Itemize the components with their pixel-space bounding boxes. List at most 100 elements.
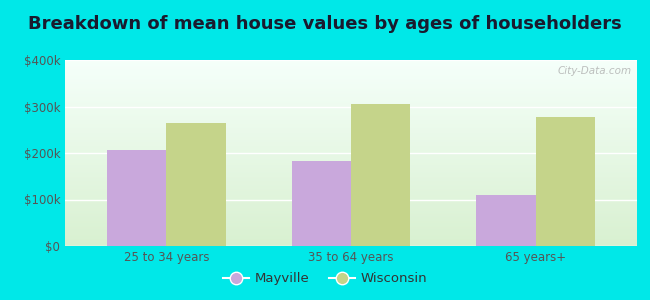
Bar [65,194,637,195]
Bar [65,142,637,143]
Bar [65,108,637,109]
Bar [65,208,637,209]
Bar [65,217,637,218]
Bar [65,191,637,192]
Bar [65,165,637,166]
Bar [65,86,637,87]
Bar [65,85,637,86]
Bar [65,210,637,211]
Bar [65,103,637,104]
Bar [65,79,637,80]
Bar [65,226,637,227]
Bar [65,232,637,233]
Bar [65,139,637,140]
Bar [65,84,637,85]
Bar [65,124,637,125]
Bar [65,90,637,91]
Bar [65,67,637,68]
Bar [65,62,637,63]
Bar [65,207,637,208]
Bar [65,190,637,191]
Bar [65,146,637,147]
Bar [65,196,637,197]
Bar [65,131,637,132]
Bar [65,163,637,164]
Bar [65,140,637,141]
Bar [351,104,410,246]
Bar [65,76,637,77]
Bar [65,130,637,131]
Bar [65,187,637,188]
Bar [65,238,637,239]
Bar [65,211,637,212]
Bar [65,118,637,119]
Text: Breakdown of mean house values by ages of householders: Breakdown of mean house values by ages o… [28,15,622,33]
Bar [65,200,637,201]
Bar [65,117,637,118]
Bar [65,222,637,223]
Bar [65,104,637,105]
Bar [65,189,637,190]
Bar [65,168,637,169]
Bar [65,120,637,122]
Bar [65,219,637,220]
Bar [65,192,637,193]
Bar [65,92,637,94]
Bar [65,154,637,155]
Bar [65,78,637,79]
Bar [65,180,637,181]
Bar [65,233,637,234]
Bar [65,224,637,225]
Bar [65,157,637,158]
Bar [65,155,637,156]
Bar [65,64,637,66]
Bar [65,75,637,76]
Bar [536,117,595,246]
Bar [65,166,637,167]
Bar [65,231,637,232]
Bar [65,195,637,196]
Bar [65,150,637,151]
Bar [65,66,637,67]
Bar [65,105,637,106]
Bar [65,127,637,128]
Bar [65,220,637,221]
Bar [65,242,637,243]
Bar [65,151,637,152]
Bar [65,149,637,150]
Bar [65,132,637,133]
Bar [65,188,637,189]
Bar [65,202,637,203]
Bar [65,228,637,229]
Bar [65,209,637,210]
Bar [65,182,637,183]
Bar [65,172,637,173]
Bar [65,95,637,96]
Bar [65,203,637,204]
Bar [65,138,637,139]
Bar [65,136,637,137]
Bar [65,80,637,81]
Bar [65,164,637,165]
Bar [65,143,637,144]
Bar [65,216,637,217]
Bar [65,114,637,115]
Bar [65,100,637,101]
Bar [65,181,637,182]
Bar [65,152,637,153]
Bar [65,227,637,228]
Bar [65,69,637,70]
Bar [65,205,637,206]
Bar [65,77,637,78]
Bar [65,63,637,64]
Bar [65,197,637,198]
Bar [65,241,637,242]
Bar [65,175,637,176]
Bar [65,106,637,107]
Bar [65,73,637,74]
Bar [65,201,637,202]
Bar [65,88,637,89]
Bar [65,153,637,154]
Bar [65,68,637,69]
Bar [65,199,637,200]
